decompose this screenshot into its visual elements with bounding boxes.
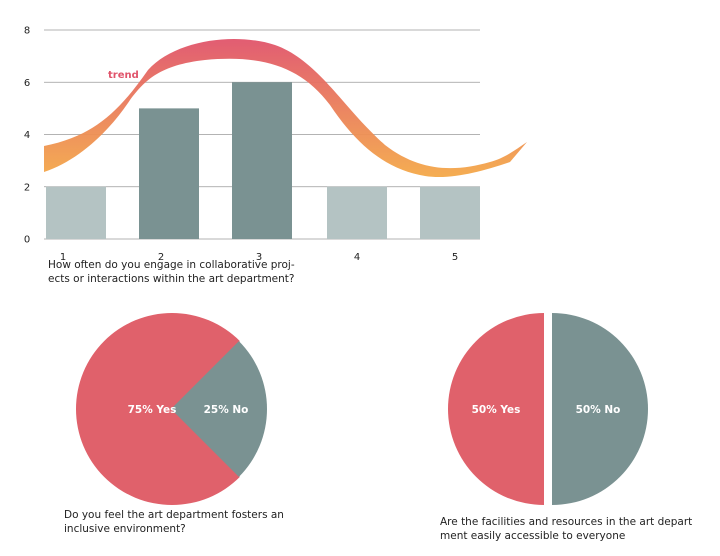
bar [139,108,199,239]
pie-slice [171,341,267,477]
pie-chart-inclusive: 75% Yes 25% No [76,313,267,506]
bar [46,186,106,239]
pie-slice-label: 25% No [204,404,249,416]
pie-accessible-caption: Are the facilities and resources in the … [440,516,693,542]
pie-inclusive-caption: Do you feel the art department fosters a… [64,509,284,535]
bar-chart-caption: How often do you engage in collaborative… [48,259,295,285]
x-tick-label: 2 [158,252,164,263]
trend-label: trend [108,70,139,81]
pie-chart-accessible: 50% Yes 50% No [448,313,648,505]
x-tick-label: 5 [452,252,458,263]
x-tick-label: 3 [256,252,262,263]
pie-slice-label: 50% Yes [472,404,521,416]
y-tick-label: 8 [24,26,30,37]
bar [327,186,387,239]
x-tick-label: 4 [354,252,360,263]
y-tick-label: 2 [24,182,30,193]
trend-ribbon [44,38,527,178]
y-tick-label: 4 [24,130,30,141]
pie-slice [76,313,240,506]
pie-slice [552,313,648,505]
bar [232,82,292,239]
y-tick-label: 0 [24,235,30,246]
pie-slice-label: 50% No [576,404,621,416]
pie-slice-label: 75% Yes [128,404,177,416]
pie-slice [448,313,544,505]
y-tick-label: 6 [24,78,30,89]
x-tick-label: 1 [60,252,66,263]
bar-chart: 0 2 4 6 8 1 2 3 4 5 trend [24,26,527,263]
bar [420,186,480,239]
